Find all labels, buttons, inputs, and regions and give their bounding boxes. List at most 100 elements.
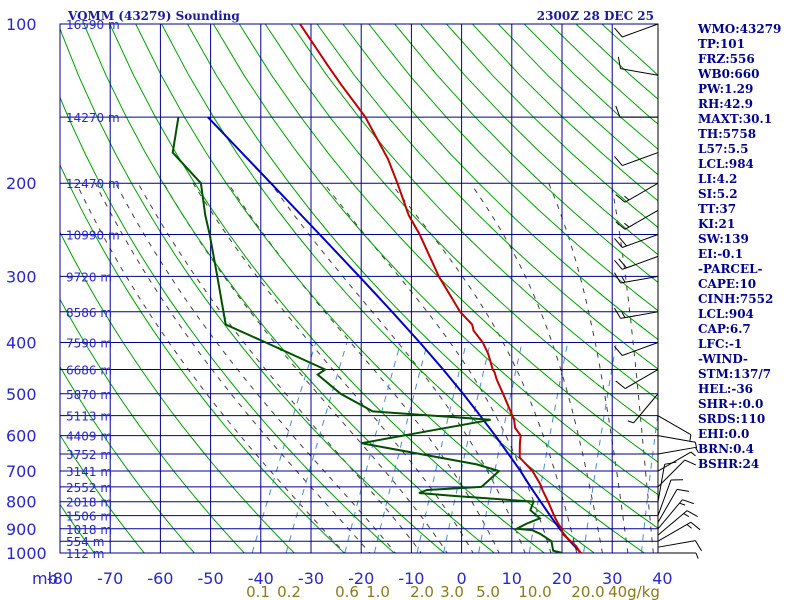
pressure-tick-label: 100: [6, 15, 37, 34]
moist-adiabat-line: [75, 182, 346, 553]
chart-title: VOMM (43279) Sounding: [67, 9, 240, 23]
mixing-ratio-line: [528, 342, 569, 553]
mixing-ratio-label: 5.0: [476, 583, 500, 600]
dry-adiabat-line: [60, 503, 95, 553]
wind-barb: [657, 479, 684, 516]
mixing-ratio-line: [344, 342, 402, 553]
index-item: LFC:-1: [698, 337, 743, 351]
wind-barb: [657, 510, 698, 536]
index-item: CINH:7552: [698, 292, 774, 306]
pressure-tick-label: 600: [6, 427, 37, 446]
height-label: 2018 m: [66, 496, 112, 510]
moist-adiabat-line: [610, 183, 654, 553]
mixing-ratio-line: [373, 342, 429, 553]
moist-adiabat-line: [94, 182, 371, 553]
dry-adiabat-line: [264, 24, 658, 431]
wind-barb: [657, 415, 692, 441]
mixing-ratio-line: [478, 342, 523, 553]
dry-adiabat-line: [420, 24, 658, 256]
wind-barb: [615, 369, 659, 389]
wind-barb: [657, 446, 699, 455]
wind-barb: [614, 23, 659, 38]
index-item: HEL:-36: [698, 382, 754, 396]
dry-adiabat-line: [394, 24, 658, 283]
temperature-tick-label: -60: [147, 569, 173, 588]
dry-adiabat-line: [60, 96, 396, 553]
wind-barbs: [614, 23, 702, 559]
height-label: 6686 m: [66, 364, 112, 378]
moist-adiabat-line: [548, 183, 629, 553]
index-item: KI:21: [698, 217, 736, 231]
index-item: EI:-0.1: [698, 247, 744, 261]
dry-adiabat-line: [83, 24, 496, 553]
height-label: 10990 m: [66, 229, 120, 243]
pressure-tick-label: 1000: [6, 544, 47, 563]
index-item: BSHR:24: [698, 457, 760, 471]
dry-adiabat-line: [161, 24, 646, 553]
height-label: 12470 m: [66, 177, 120, 191]
height-label: 3141 m: [66, 465, 112, 479]
moist-adiabat-line: [470, 182, 603, 553]
index-item: SHR+:0.0: [698, 397, 764, 411]
pressure-unit-label: mb: [32, 569, 58, 588]
dry-adiabat-line: [316, 24, 658, 370]
pressure-tick-label: 700: [6, 462, 37, 481]
height-label: 8586 m: [66, 306, 112, 320]
index-item: SW:139: [698, 232, 749, 246]
height-label: 5113 m: [66, 410, 112, 424]
height-label: 554 m: [66, 535, 104, 549]
mixing-ratio-label: 3.0: [440, 583, 464, 600]
temperature-tick-label: 10: [502, 569, 522, 588]
moist-adiabat-line: [163, 182, 448, 553]
mixing-ratio-lines: [251, 342, 658, 553]
moist-adiabat-line: [323, 182, 552, 553]
height-label: 3752 m: [66, 448, 112, 462]
index-item: LCL:904: [698, 307, 754, 321]
index-item: PW:1.29: [698, 82, 754, 96]
temperature-tick-label: 30: [602, 569, 622, 588]
mixing-ratio-label: 10.0: [518, 583, 551, 600]
wind-barb: [657, 488, 689, 523]
index-item: L57:5.5: [698, 142, 749, 156]
dry-adiabat-line: [60, 298, 245, 553]
parcel-trace: [207, 116, 582, 553]
index-item: CAPE:10: [698, 277, 757, 291]
index-item: TP:101: [698, 37, 746, 51]
height-label: 9720 m: [66, 270, 112, 284]
dry-adiabat-line: [368, 24, 658, 312]
wind-barb: [657, 540, 702, 552]
moist-adiabats: [75, 182, 654, 553]
wind-barb: [614, 272, 659, 284]
wind-barb: [657, 499, 694, 530]
mixing-ratio-label: 0.6: [335, 583, 359, 600]
wind-barb: [658, 552, 699, 559]
chart-date: 2300Z 28 DEC 25: [537, 9, 654, 23]
mixing-ratio-label: 20.0: [571, 583, 604, 600]
index-item: FRZ:556: [698, 52, 755, 66]
height-label: 14270 m: [66, 111, 120, 125]
index-item: TT:37: [698, 202, 737, 216]
series: [171, 24, 586, 553]
mixing-ratio-label: 0.2: [277, 583, 301, 600]
dry-adiabat-line: [212, 24, 658, 496]
index-item: SI:5.2: [698, 187, 738, 201]
pressure-tick-label: 800: [6, 493, 37, 512]
index-item: WB0:660: [698, 67, 760, 81]
height-label: 112 m: [66, 547, 104, 561]
moist-adiabat-line: [192, 182, 474, 553]
temperature-tick-label: 0: [457, 569, 467, 588]
temperature-tick-label: -70: [97, 569, 123, 588]
moist-adiabat-line: [115, 182, 397, 553]
pressure-tick-label: 500: [6, 385, 37, 404]
dry-adiabat-line: [60, 231, 296, 553]
mixing-ratio-line: [640, 409, 658, 553]
dewpoint-trace: [171, 117, 563, 553]
index-item: MAXT:30.1: [698, 112, 773, 126]
mixing-ratio-line: [583, 342, 617, 553]
dry-adiabat-line: [290, 24, 658, 400]
pressure-tick-label: 900: [6, 520, 37, 539]
index-item: -PARCEL-: [698, 262, 763, 276]
indices-panel: WMO:43279 TP:101 FRZ:556 WB0:660 PW:1.29 RH:4…: [698, 22, 798, 472]
wind-barb: [614, 152, 659, 167]
